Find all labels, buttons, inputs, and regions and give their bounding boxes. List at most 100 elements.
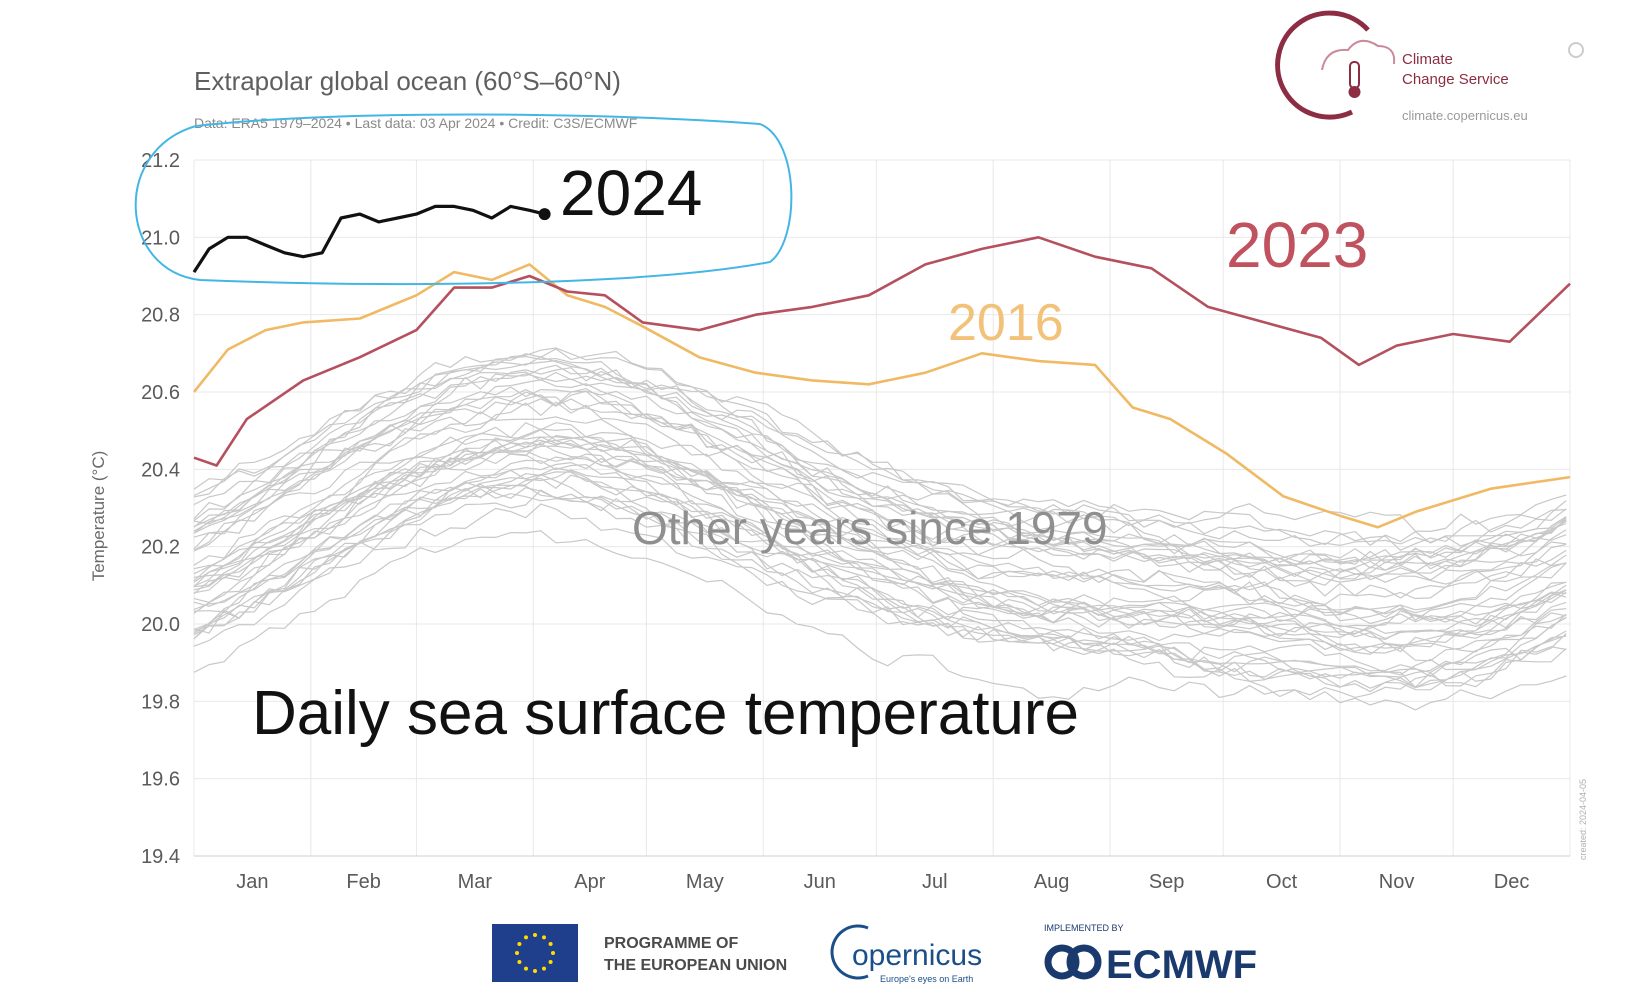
x-tick-label: May <box>686 871 724 893</box>
other-year-line <box>193 436 1567 629</box>
other-year-line <box>193 426 1567 635</box>
eu-star <box>517 942 522 946</box>
other-year-line <box>193 390 1567 586</box>
y-axis-ticks: 21.2 21.0 20.8 20.6 20.4 20.2 20.0 19.8 19.6 19.4 <box>141 150 180 868</box>
series-2024-endpoint <box>538 208 551 221</box>
y-tick-label: 21.2 <box>141 150 180 172</box>
eu-star <box>548 942 553 946</box>
other-year-line <box>193 503 1567 689</box>
other-years-lines <box>193 347 1567 711</box>
eu-star <box>524 935 528 940</box>
other-year-line <box>193 387 1567 583</box>
label-2023: 2023 <box>1226 209 1368 281</box>
other-year-line <box>193 347 1567 533</box>
series-line-2016 <box>192 263 1571 529</box>
eu-star <box>524 966 528 971</box>
implemented-by: IMPLEMENTED BY <box>1044 923 1124 933</box>
other-year-line <box>193 428 1567 621</box>
x-tick-label: Oct <box>1266 871 1298 893</box>
eu-star <box>542 935 546 940</box>
c3s-logo-arc <box>1275 10 1370 120</box>
logo-url: climate.copernicus.eu <box>1402 108 1528 123</box>
x-tick-label: Apr <box>574 871 605 893</box>
y-tick-label: 21.0 <box>141 227 180 249</box>
other-year-line <box>193 364 1567 582</box>
ecmwf-wordmark: ECMWF <box>1106 943 1257 987</box>
highlight-ellipse <box>134 113 793 285</box>
copernicus-tagline: Europe's eyes on Earth <box>880 974 973 984</box>
eu-star <box>515 951 519 955</box>
y-axis-label: Temperature (°C) <box>89 451 108 582</box>
c3s-logo: Climate Change Service climate.copernicu… <box>1275 10 1528 123</box>
other-year-line <box>193 471 1567 674</box>
other-year-line <box>193 348 1567 546</box>
eu-text-line1: PROGRAMME OF <box>604 935 738 952</box>
x-tick-label: Mar <box>458 871 493 893</box>
x-axis-ticks: Jan Feb Mar Apr May Jun Jul Aug Sep Oct Nov Dec <box>236 871 1529 893</box>
y-tick-label: 20.2 <box>141 537 180 559</box>
y-tick-label: 20.4 <box>141 459 180 481</box>
other-year-line <box>193 530 1567 711</box>
other-year-line <box>193 467 1567 653</box>
label-2024: 2024 <box>560 157 702 229</box>
big-caption: Daily sea surface temperature <box>252 679 1079 748</box>
settings-icon[interactable] <box>1568 42 1584 58</box>
eu-star <box>533 969 537 973</box>
logo-line2: Change Service <box>1402 71 1509 88</box>
other-year-line <box>193 452 1567 662</box>
y-tick-label: 19.4 <box>141 846 180 868</box>
other-year-line <box>193 356 1567 547</box>
y-tick-label: 19.8 <box>141 691 180 713</box>
other-year-line <box>193 450 1567 641</box>
highlight-series <box>192 204 1571 529</box>
x-tick-label: Dec <box>1494 871 1530 893</box>
other-year-line <box>193 484 1567 680</box>
eu-star <box>548 960 553 964</box>
series-line-2023 <box>193 236 1571 467</box>
label-other-years: Other years since 1979 <box>632 502 1108 554</box>
y-tick-label: 20.0 <box>141 614 180 636</box>
side-created-label: created: 2024-04-05 <box>1578 779 1588 860</box>
ecmwf-symbol-icon <box>1044 944 1102 980</box>
eu-text-line2: THE EUROPEAN UNION <box>604 957 787 974</box>
c3s-logo-cloud <box>1321 39 1396 71</box>
copernicus-wordmark: opernicus <box>852 939 982 972</box>
eu-stars-icon <box>515 933 555 973</box>
y-tick-label: 19.6 <box>141 769 180 791</box>
other-year-line <box>193 367 1567 565</box>
y-tick-label: 20.8 <box>141 305 180 327</box>
other-year-line <box>193 411 1567 606</box>
thermometer-bulb-icon <box>1348 86 1361 98</box>
eu-star <box>517 960 522 964</box>
copernicus-c-icon <box>830 924 869 980</box>
other-year-line <box>193 488 1567 693</box>
other-year-line <box>193 474 1567 699</box>
logo-line1: Climate <box>1402 51 1453 68</box>
other-year-line <box>193 431 1567 622</box>
x-tick-label: Sep <box>1149 871 1185 893</box>
other-year-line <box>193 469 1567 678</box>
x-tick-label: Jun <box>804 871 836 893</box>
other-year-line <box>193 489 1567 689</box>
y-tick-label: 20.6 <box>141 382 180 404</box>
eu-star <box>542 966 546 971</box>
chart-subtitle: Data: ERA5 1979–2024 • Last data: 03 Apr… <box>194 115 637 131</box>
other-year-line <box>193 373 1567 564</box>
x-tick-label: Aug <box>1034 871 1070 893</box>
other-year-line <box>193 389 1567 569</box>
copernicus-logo: opernicus Europe's eyes on Earth <box>830 924 982 984</box>
other-year-line <box>193 421 1567 619</box>
eu-star <box>533 933 537 937</box>
eu-star <box>551 951 555 955</box>
series-line-2024 <box>192 204 545 273</box>
x-tick-label: Nov <box>1379 871 1415 893</box>
x-tick-label: Jan <box>236 871 268 893</box>
label-2016: 2016 <box>948 294 1064 352</box>
eu-flag <box>492 924 578 982</box>
other-year-line <box>193 355 1567 551</box>
x-tick-label: Jul <box>922 871 948 893</box>
other-year-line <box>193 401 1567 600</box>
chart-title: Extrapolar global ocean (60°S–60°N) <box>194 66 621 96</box>
x-tick-label: Feb <box>346 871 380 893</box>
